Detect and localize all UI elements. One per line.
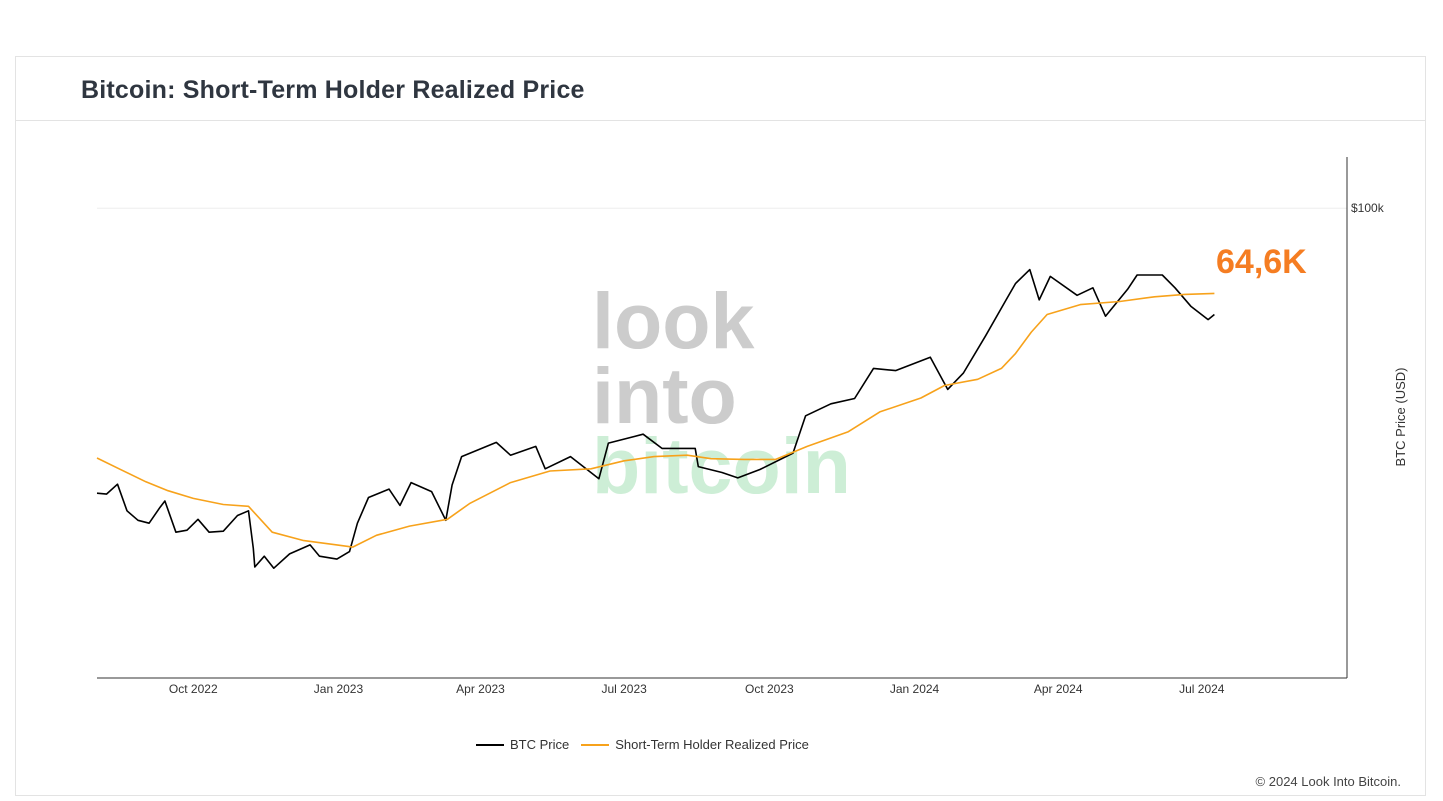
y-axis-label: BTC Price (USD) xyxy=(1393,368,1408,467)
watermark: look into bitcoin xyxy=(592,276,851,510)
x-tick-label: Jan 2023 xyxy=(314,682,364,696)
legend: BTC Price Short-Term Holder Realized Pri… xyxy=(476,737,821,752)
chart-title: Bitcoin: Short-Term Holder Realized Pric… xyxy=(81,76,585,104)
watermark-line1: look xyxy=(592,276,755,365)
y-tick-label-100k: $100k xyxy=(1351,201,1385,215)
legend-label-sth: Short-Term Holder Realized Price xyxy=(615,737,809,752)
legend-item-sth-realized-price[interactable]: Short-Term Holder Realized Price xyxy=(581,737,809,752)
legend-swatch-btc xyxy=(476,743,504,746)
current-value-annotation: 64,6K xyxy=(1216,243,1307,281)
legend-swatch-sth xyxy=(581,743,610,746)
series-line-sth-realized-price[interactable] xyxy=(96,292,1215,548)
copyright: © 2024 Look Into Bitcoin. xyxy=(1255,774,1401,789)
x-tick-label: Oct 2023 xyxy=(745,682,794,696)
x-tick-label: Apr 2023 xyxy=(456,682,505,696)
legend-item-btc-price[interactable]: BTC Price xyxy=(476,737,569,752)
chart-card: Bitcoin: Short-Term Holder Realized Pric… xyxy=(15,56,1426,796)
x-tick-label: Jul 2024 xyxy=(1179,682,1225,696)
chart-svg[interactable]: look into bitcoin $100k Oct 2022 Jan 2023 A… xyxy=(16,57,1427,797)
x-tick-label: Apr 2024 xyxy=(1034,682,1083,696)
series-line-btc-price[interactable] xyxy=(96,268,1215,569)
x-tick-label: Oct 2022 xyxy=(169,682,218,696)
x-tick-label: Jul 2023 xyxy=(601,682,647,696)
watermark-line3: bitcoin xyxy=(592,421,851,510)
legend-label-btc: BTC Price xyxy=(510,737,570,752)
x-tick-label: Jan 2024 xyxy=(890,682,940,696)
watermark-line2: into xyxy=(592,351,737,440)
card-header: Bitcoin: Short-Term Holder Realized Pric… xyxy=(16,57,1425,121)
plot-area: $100k Oct 2022 Jan 2023 Apr 2023 Jul 2023 Oct… xyxy=(96,157,1385,696)
